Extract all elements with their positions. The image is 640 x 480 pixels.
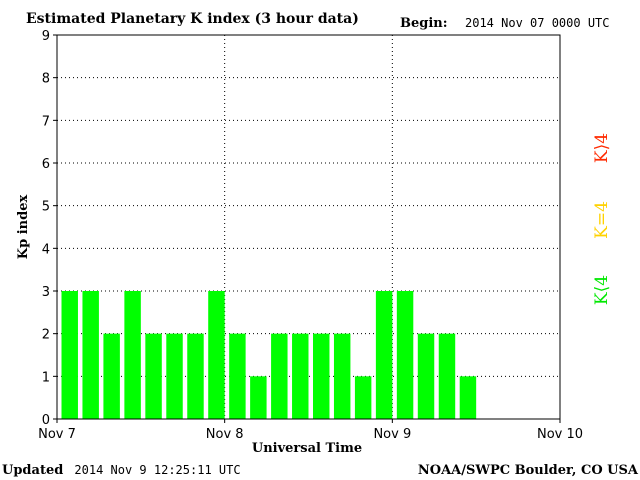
legend-item: K⟩4 <box>592 133 612 163</box>
begin-label: Begin: <box>400 16 448 31</box>
updated-line: Updated 2014 Nov 9 12:25:11 UTC <box>2 459 241 478</box>
updated-value: 2014 Nov 9 12:25:11 UTC <box>74 463 240 477</box>
kp-bar <box>354 376 372 419</box>
kp-bar <box>61 291 78 419</box>
legend: K⟨4 K=4 K⟩4 <box>592 133 612 305</box>
kp-bar <box>459 376 477 419</box>
kp-bar <box>82 291 99 419</box>
plot-area: 0 1 2 3 4 5 6 7 8 9 Nov 7 Nov 8 Nov 9 Nov 10 <box>38 29 583 442</box>
y-axis-label: Kp index <box>16 195 31 260</box>
kp-bar <box>417 333 435 419</box>
kp-bar <box>145 333 162 419</box>
y-tick-label: 2 <box>42 328 50 343</box>
y-tick-label: 8 <box>42 72 50 87</box>
kp-bar <box>124 291 141 419</box>
y-tick-label: 5 <box>42 200 50 215</box>
y-tick-label: 0 <box>42 413 50 428</box>
kp-bar <box>438 333 456 419</box>
kp-bar <box>166 333 183 419</box>
kp-bar <box>313 333 330 419</box>
kp-bar <box>208 291 225 419</box>
x-tick-label: Nov 9 <box>373 427 411 442</box>
kp-bar <box>333 333 351 419</box>
x-tick-label: Nov 10 <box>537 427 583 442</box>
chart-title: Estimated Planetary K index (3 hour data… <box>26 11 359 27</box>
begin-value: 2014 Nov 07 0000 UTC <box>465 16 610 30</box>
x-tick-label: Nov 7 <box>38 427 76 442</box>
kp-bar <box>292 333 309 419</box>
kp-bar <box>375 291 393 419</box>
y-tick-label: 6 <box>42 157 50 172</box>
x-axis-label: Universal Time <box>252 441 362 456</box>
kp-bar <box>250 376 267 419</box>
x-tick-label: Nov 8 <box>206 427 244 442</box>
y-tick-label: 7 <box>42 114 50 129</box>
y-tick-label: 9 <box>42 29 50 44</box>
credit-text: NOAA/SWPC Boulder, CO USA <box>418 463 639 478</box>
kp-bar <box>187 333 204 419</box>
kp-bar <box>103 333 120 419</box>
y-tick-label: 1 <box>42 370 50 385</box>
kp-bar <box>396 291 414 419</box>
legend-item: K⟨4 <box>592 275 612 305</box>
plot-frame <box>56 34 561 420</box>
y-tick-label: 3 <box>42 285 50 300</box>
kp-bar <box>271 333 288 419</box>
y-tick-label: 4 <box>42 242 50 257</box>
kp-bar <box>229 333 246 419</box>
updated-label: Updated <box>2 463 63 478</box>
legend-item: K=4 <box>592 201 612 239</box>
